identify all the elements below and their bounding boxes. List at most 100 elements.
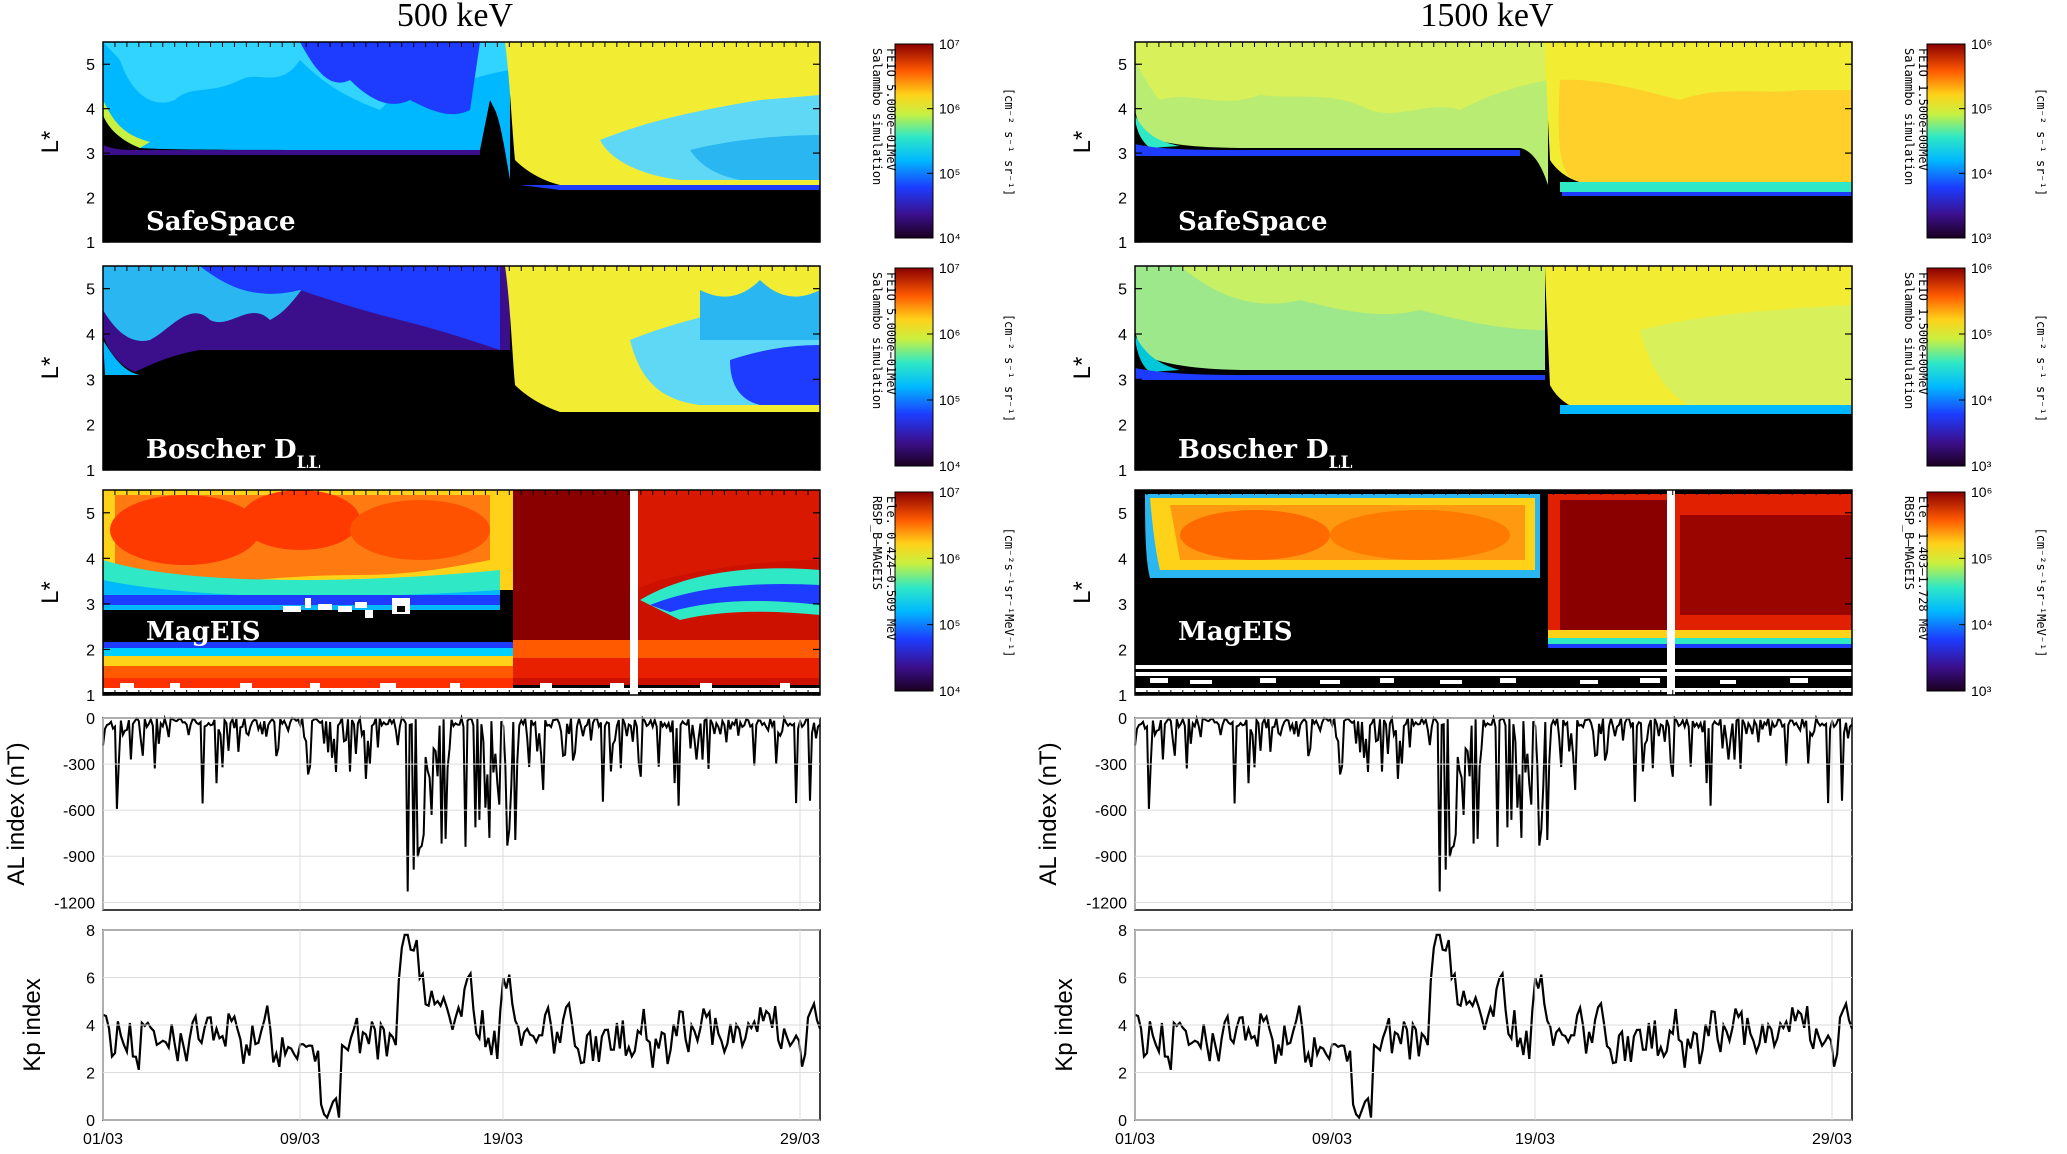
y-tick-label: 1 [1118, 463, 1127, 480]
colorbar-title: RBSP_B—MAGEIS [870, 496, 884, 590]
colorbar [1926, 267, 1966, 467]
colorbar-tick-label: 10³ [1971, 230, 1992, 246]
y-tick-label: 4 [86, 1018, 95, 1035]
y-tick-label: -1200 [54, 895, 95, 912]
colorbar-tick-label: 10⁶ [1971, 260, 1992, 276]
colorbar-tick-label: 10⁵ [939, 617, 960, 633]
y-tick-label: 8 [86, 923, 95, 940]
colorbar-tick-label: 10⁷ [939, 36, 960, 52]
y-axis-label: L* [37, 131, 64, 154]
heatmap-boscher-500 [103, 266, 820, 412]
panel-mageis-500: MagEIS [102, 489, 821, 696]
y-tick-label: 1 [86, 463, 95, 480]
y-tick-label: -300 [63, 757, 95, 774]
y-axis-label: AL index (nT) [3, 742, 30, 885]
colorbar-subtitle: FEIO 5.000e−01MeV [884, 48, 898, 171]
y-tick-label: 1 [1118, 688, 1127, 705]
colorbar-tick-label: 10⁴ [939, 458, 961, 474]
heatmap-safespace-500 [103, 42, 820, 190]
colorbar-tick-label: 10⁶ [939, 550, 960, 566]
panel-label: SafeSpace [1178, 207, 1328, 237]
colorbar-tick-label: 10⁴ [1971, 617, 1993, 633]
al-plot-500 [102, 714, 821, 911]
y-tick-label: 0 [86, 1113, 95, 1130]
column-1500kev: 1500 keV SafeSpace [1134, 0, 1854, 1121]
y-tick-label: 0 [1118, 711, 1127, 728]
y-tick-label: 1 [86, 688, 95, 705]
y-tick-label: 4 [1118, 1018, 1127, 1035]
y-tick-label: 3 [86, 597, 95, 614]
colorbar-subtitle: Ele. 0.424–0.509 MeV [884, 496, 898, 641]
colorbar [894, 491, 934, 692]
colorbar-tick-label: 10⁶ [939, 326, 960, 342]
x-tick-label: 01/03 [1115, 1131, 1155, 1148]
panel-label: SafeSpace [146, 207, 296, 237]
y-tick-label: 5 [86, 57, 95, 74]
y-tick-label: 1 [1118, 235, 1127, 252]
colorbar-units: [cm⁻² s⁻¹ sr⁻¹] [2034, 88, 2048, 196]
y-tick-label: 2 [1118, 418, 1127, 435]
colorbar-tick-label: 10⁶ [1971, 36, 1992, 52]
colorbar-tick-label: 10⁵ [1971, 326, 1992, 342]
y-tick-label: 6 [86, 971, 95, 988]
y-tick-label: 0 [86, 711, 95, 728]
y-tick-label: 2 [86, 642, 95, 659]
panel-label: MagEIS [1178, 617, 1293, 647]
y-tick-label: 2 [1118, 1066, 1127, 1083]
x-tick-label: 01/03 [83, 1131, 123, 1148]
colorbar-subtitle: FEIO 1.500e+00MeV [1916, 272, 1930, 395]
y-tick-label: 4 [1118, 327, 1127, 344]
colorbar [894, 267, 934, 467]
x-tick-label: 19/03 [1515, 1131, 1555, 1148]
column-title: 500 keV [397, 0, 514, 34]
y-tick-label: 5 [1118, 57, 1127, 74]
y-tick-label: 5 [86, 282, 95, 299]
y-tick-label: 6 [1118, 971, 1127, 988]
colorbar-tick-label: 10⁴ [939, 230, 961, 246]
kp-line [1134, 933, 1854, 1120]
data-gap [630, 490, 638, 695]
x-tick-label: 19/03 [483, 1131, 523, 1148]
y-tick-label: 4 [1118, 551, 1127, 568]
colorbar-tick-label: 10³ [1971, 683, 1992, 699]
plot-frame [102, 717, 821, 911]
y-tick-label: 2 [1118, 642, 1127, 659]
y-tick-label: 5 [1118, 506, 1127, 523]
panel-label: Boscher DLL [146, 435, 320, 473]
colorbar-title: Salammbo simulation [870, 272, 884, 409]
colorbar-tick-label: 10⁷ [939, 260, 960, 276]
y-tick-label: 4 [86, 102, 95, 119]
y-axis-label: L* [1069, 581, 1096, 604]
colorbar-title: Salammbo simulation [870, 48, 884, 185]
colorbar-tick-label: 10⁵ [939, 165, 960, 181]
panel-boscher-500: Boscher DLL [102, 265, 821, 473]
x-tick-label: 09/03 [1312, 1131, 1352, 1148]
heatmap-mageis-500 [103, 490, 820, 695]
colorbar-units: [cm⁻² s⁻¹ sr⁻¹] [1002, 88, 1016, 196]
x-tick-label: 29/03 [1812, 1131, 1852, 1148]
x-tick-label: 29/03 [780, 1131, 820, 1148]
colorbar-units: [cm⁻² s⁻¹ sr⁻¹] [2034, 314, 2048, 422]
y-tick-label: 4 [86, 327, 95, 344]
colorbar-title: Salammbo simulation [1902, 272, 1916, 409]
y-tick-label: -300 [1095, 757, 1127, 774]
y-axis-label: Kp index [19, 978, 46, 1071]
y-axis-label: L* [1069, 131, 1096, 154]
y-tick-label: 2 [86, 1066, 95, 1083]
colorbar-units: [cm⁻²s⁻¹sr⁻¹MeV⁻¹] [1002, 527, 1016, 657]
colorbar-tick-label: 10⁵ [1971, 101, 1992, 117]
y-tick-label: 1 [86, 235, 95, 252]
colorbar-tick-label: 10⁴ [1971, 392, 1993, 408]
al-plot-1500 [1134, 714, 1853, 911]
y-tick-label: 8 [1118, 923, 1127, 940]
colorbar-subtitle: Ele. 1.403–1.728 MeV [1916, 496, 1930, 641]
colorbar-tick-label: 10⁶ [939, 101, 960, 117]
y-tick-label: 4 [1118, 102, 1127, 119]
y-tick-label: -600 [63, 803, 95, 820]
y-tick-label: 3 [1118, 372, 1127, 389]
colorbar [894, 43, 934, 239]
panel-boscher-1500: Boscher DLL [1134, 265, 1853, 473]
heatmap-boscher-1500 [1135, 266, 1852, 414]
